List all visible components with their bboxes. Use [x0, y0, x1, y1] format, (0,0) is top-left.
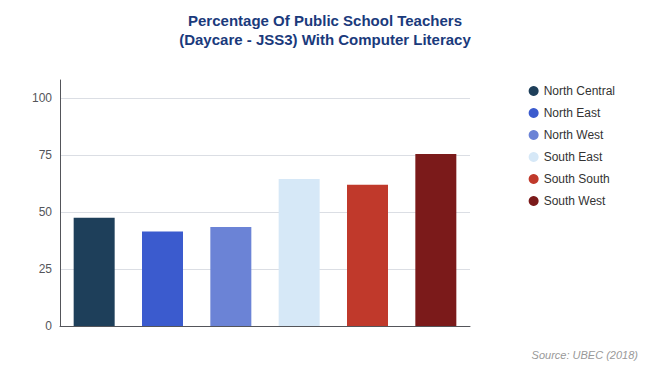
svg-text:South West: South West	[544, 194, 606, 208]
svg-text:Percentage Of Public School Te: Percentage Of Public School Teachers	[188, 12, 462, 29]
svg-text:0: 0	[45, 319, 52, 333]
svg-text:25: 25	[39, 262, 53, 276]
svg-text:North West: North West	[544, 128, 604, 142]
svg-text:75: 75	[39, 148, 53, 162]
svg-text:North East: North East	[544, 106, 601, 120]
svg-text:50: 50	[39, 205, 53, 219]
svg-text:100: 100	[32, 91, 52, 105]
svg-text:South South: South South	[544, 172, 610, 186]
svg-text:South East: South East	[544, 150, 603, 164]
svg-text:North Central: North Central	[544, 84, 615, 98]
svg-text:(Daycare - JSS3) With Computer: (Daycare - JSS3) With Computer Literacy	[179, 31, 471, 48]
svg-text:Source: UBEC (2018): Source: UBEC (2018)	[532, 349, 639, 361]
